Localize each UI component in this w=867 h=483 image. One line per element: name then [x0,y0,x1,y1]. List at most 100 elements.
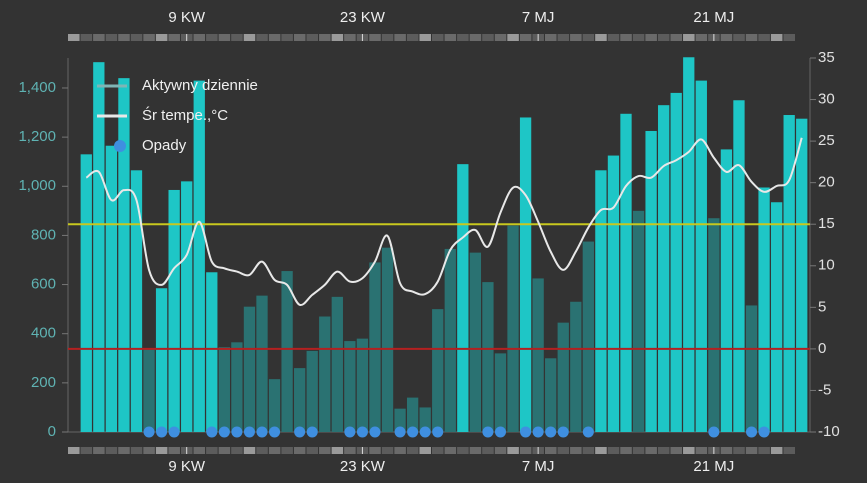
bar [394,408,406,432]
date-strip [168,34,180,41]
bar [670,92,682,433]
date-strip [268,34,281,41]
date-strip [670,34,683,41]
bar [708,218,720,432]
rain-dot [356,426,368,438]
date-strip [68,447,80,454]
date-strip [494,447,507,454]
bar [683,57,695,432]
bar [494,353,507,432]
rain-dot [482,426,494,438]
date-strip [256,34,268,41]
date-strip [268,447,281,454]
date-strip [507,34,519,41]
date-strip [457,34,469,41]
date-strip [758,34,770,41]
bar [294,368,306,432]
rain-dot [532,426,544,438]
date-strip [758,447,770,454]
date-strip [645,34,657,41]
bar [155,288,168,432]
date-strip [130,447,143,454]
bar [143,349,155,432]
date-strip [519,34,532,41]
date-strip [419,34,431,41]
y-tick-label: 400 [31,325,56,342]
bar [231,342,243,432]
date-strip [331,447,344,454]
date-strip [469,447,482,454]
y2-tick-label: -5 [818,381,831,398]
date-strip [394,447,406,454]
bar [193,80,205,433]
date-strip [457,447,469,454]
date-strip [231,34,243,41]
date-strip [632,34,645,41]
bar [745,305,758,432]
date-strip [595,34,607,41]
bar [796,118,808,433]
date-strip [93,447,105,454]
date-strip [281,34,293,41]
date-strip [155,34,168,41]
rain-dot [344,426,356,438]
x-tick-label: 21 MJ [693,458,734,475]
bar [306,350,318,432]
date-strip [683,34,695,41]
bar [770,202,783,432]
rain-dot [494,426,506,438]
date-strip [570,447,582,454]
legend-label: Opady [142,137,187,154]
date-strip [783,34,795,41]
bar [268,379,281,432]
x-tick-label: 9 KW [168,458,206,475]
rain-dot [306,426,318,438]
bar [632,210,645,432]
date-strip [206,447,218,454]
bar [720,149,733,432]
date-strip [657,34,670,41]
bar [444,248,456,432]
date-strip [745,447,758,454]
date-strip [155,447,168,454]
date-strip [143,447,155,454]
rain-dot [545,426,557,438]
rain-dot [432,426,444,438]
date-strip [745,34,758,41]
date-strip [168,447,180,454]
date-strip [695,34,708,41]
rain-dot [156,426,168,438]
bar [356,338,369,432]
y2-tick-label: 35 [818,49,835,66]
bar [457,164,469,432]
date-strip [256,447,268,454]
bar [733,100,745,432]
bar [482,282,494,432]
date-strip [507,447,519,454]
bar [168,189,180,432]
date-strip [218,447,231,454]
y2-tick-label: 15 [818,215,835,232]
date-strip [406,447,419,454]
date-strip [720,34,733,41]
date-strip [444,447,457,454]
bar [469,252,482,432]
bar [519,117,532,432]
date-strip [118,34,130,41]
rain-dot [708,426,720,438]
date-strip [720,447,733,454]
x-tick-label: 21 MJ [693,9,734,26]
date-strip [695,447,708,454]
date-strip [544,34,557,41]
date-strip [557,447,570,454]
date-strip [432,34,444,41]
bar [105,145,118,433]
date-strip [306,34,319,41]
bar [658,105,670,432]
bar [369,262,381,432]
legend-swatch [114,140,126,152]
x-tick-label: 23 KW [340,458,386,475]
bar [432,309,444,432]
x-tick-label: 7 MJ [522,458,555,475]
date-strip [143,34,155,41]
